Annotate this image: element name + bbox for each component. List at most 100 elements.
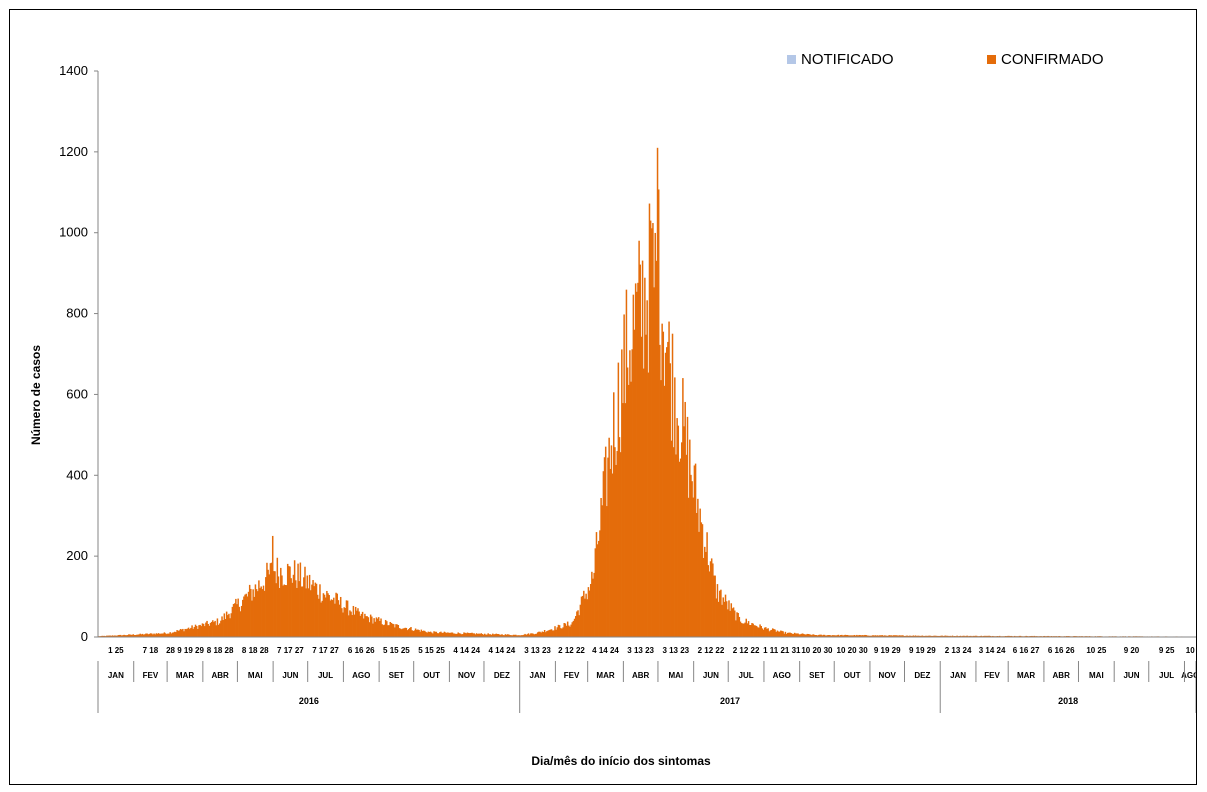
confirmed-bar (192, 628, 194, 637)
confirmed-bar (830, 635, 833, 637)
confirmed-bar (721, 604, 723, 637)
confirmed-bar (278, 588, 281, 637)
confirmed-bar (561, 628, 563, 637)
confirmed-bar (525, 634, 527, 637)
confirmed-bar (799, 634, 802, 637)
confirmed-bar (269, 563, 272, 637)
confirmed-bar (209, 622, 212, 637)
confirmed-bar (928, 635, 931, 637)
confirmed-bar (829, 635, 832, 637)
confirmed-bar (617, 362, 620, 637)
confirmed-bar (709, 561, 712, 637)
confirmed-bar (565, 625, 568, 637)
confirmed-bar (672, 447, 675, 637)
confirmed-bar (542, 631, 545, 637)
confirmed-bar (680, 442, 683, 637)
confirmed-bar (193, 626, 196, 637)
confirmed-bar (169, 632, 171, 637)
confirmed-bar (470, 632, 472, 637)
confirmed-bar (725, 601, 728, 637)
confirmed-bar (341, 608, 343, 637)
confirmed-bar (175, 632, 177, 637)
confirmed-bar (613, 392, 615, 637)
confirmed-bar (609, 468, 612, 637)
confirmed-bar (197, 628, 199, 637)
confirmed-bar (299, 562, 302, 637)
confirmed-bar (903, 635, 905, 637)
month-label: MAR (176, 671, 194, 680)
confirmed-bar (1047, 635, 1049, 637)
confirmed-bar (568, 625, 570, 637)
confirmed-bar (926, 635, 928, 637)
confirmed-bar (550, 629, 553, 637)
confirmed-bar (881, 635, 883, 637)
confirmed-bar (972, 635, 974, 637)
confirmed-bar (838, 635, 841, 637)
confirmed-bar (636, 291, 638, 637)
month-label: FEV (564, 671, 580, 680)
confirmed-bar (136, 634, 138, 637)
confirmed-bar (157, 633, 160, 637)
confirmed-bar (348, 615, 350, 637)
confirmed-bar (912, 635, 915, 637)
confirmed-bar (623, 314, 625, 637)
confirmed-bar (687, 497, 690, 637)
confirmed-bar (517, 635, 519, 637)
confirmed-bar (589, 583, 592, 637)
legend: NOTIFICADO CONFIRMADO (787, 51, 1104, 68)
confirmed-bar (178, 630, 181, 637)
confirmed-bar (596, 544, 599, 637)
month-label: FEV (984, 671, 1000, 680)
confirmed-bar (669, 363, 671, 637)
confirmed-bar (361, 611, 364, 637)
confirmed-bar (916, 635, 918, 637)
y-axis: 0 200 400 600 800 1000 1200 1400 (59, 63, 99, 644)
confirmed-bar (921, 635, 924, 637)
confirmed-bar (109, 635, 112, 637)
confirmed-bar (402, 628, 404, 637)
confirmed-bar (528, 634, 531, 637)
x-tick-label: 10 20 30 (801, 646, 833, 655)
confirmed-bar (689, 439, 691, 637)
chart-frame: 0 200 400 600 800 1000 1200 1400 1 25 JAN 7 18 FEV… (9, 9, 1199, 785)
confirmed-bar (576, 611, 578, 637)
x-tick-label: 3 14 24 (979, 646, 1006, 655)
confirmed-bar (892, 635, 895, 637)
confirmed-bar (171, 632, 174, 637)
confirmed-bar (555, 629, 557, 637)
confirmed-bar (1019, 635, 1022, 637)
confirmed-bar (869, 635, 872, 637)
confirmed-bar (314, 582, 317, 637)
confirmed-bar (753, 625, 756, 637)
confirmed-bar (558, 625, 561, 637)
confirmed-bar (956, 635, 958, 637)
confirmed-bar (690, 474, 692, 637)
confirmed-bar (230, 613, 232, 637)
confirmed-bar (974, 635, 977, 637)
confirmed-bar (858, 634, 860, 637)
month-label: MAI (668, 671, 683, 680)
confirmed-bar (292, 574, 295, 637)
confirmed-bar (331, 600, 334, 637)
confirmed-bar (591, 571, 593, 637)
confirmed-bar (905, 635, 908, 637)
confirmed-bar (705, 551, 707, 637)
month-label: MAI (1089, 671, 1104, 680)
confirmed-bar (760, 626, 762, 637)
confirmed-bar (376, 618, 379, 637)
confirmed-bar (255, 589, 258, 637)
confirmed-bar (375, 617, 378, 637)
confirmed-bar (694, 463, 697, 637)
confirmed-bar (425, 631, 427, 637)
confirmed-bar (329, 600, 332, 637)
confirmed-bar (414, 628, 417, 637)
confirmed-bar (560, 628, 562, 637)
confirmed-bar (215, 625, 218, 637)
confirmed-bar (503, 635, 506, 637)
month-label: MAR (1017, 671, 1035, 680)
confirmed-bar (137, 634, 139, 637)
confirmed-bar (382, 625, 385, 637)
legend-swatch-confirmado (987, 55, 996, 64)
confirmed-bar (823, 634, 826, 637)
confirmed-bar (889, 635, 892, 637)
